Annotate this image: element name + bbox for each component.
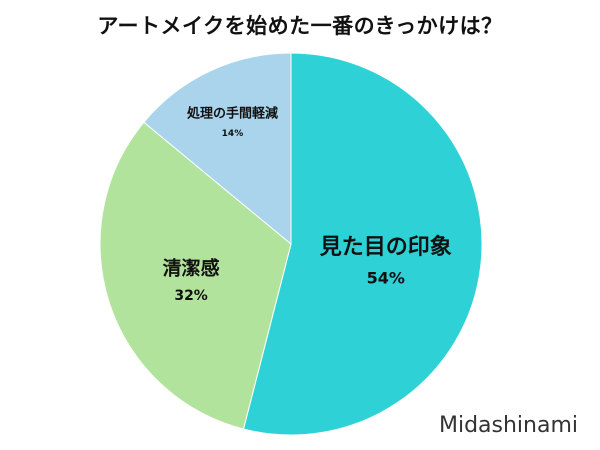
slice-value-label: 54% (367, 268, 405, 287)
slice-label: 処理の手間軽減 (186, 106, 278, 122)
pie-slice (242, 52, 483, 436)
watermark-logo: Midashinami (438, 413, 578, 438)
pie-slice (143, 52, 292, 246)
slice-value-label: 14% (222, 129, 244, 139)
slice-label: 見た目の印象 (320, 234, 452, 260)
chart-title: アートメイクを始めた一番のきっかけは？ (97, 14, 503, 38)
slice-value-label: 32% (174, 288, 208, 304)
slice-label: 清潔感 (163, 256, 220, 279)
pie-slice (99, 121, 292, 430)
